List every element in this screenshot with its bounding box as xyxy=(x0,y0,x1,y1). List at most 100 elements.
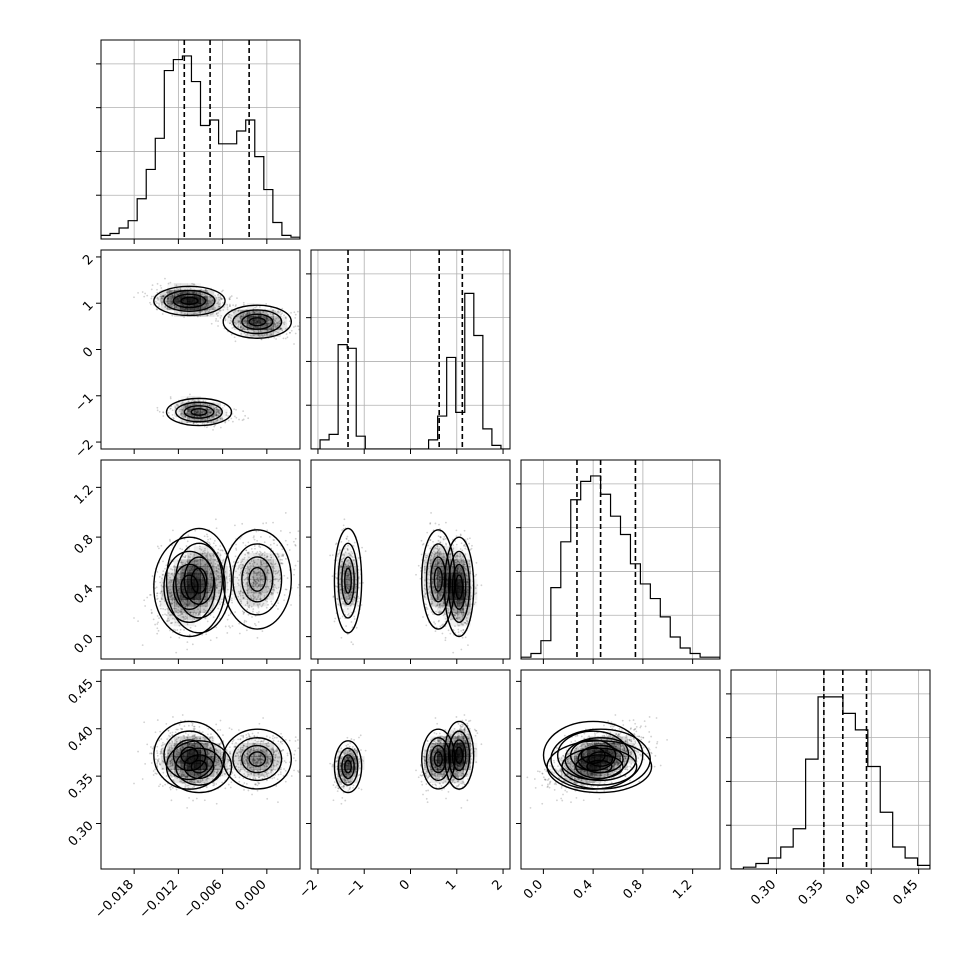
sample-point xyxy=(257,568,260,571)
sample-point xyxy=(230,597,233,600)
density-cell xyxy=(260,592,268,600)
sample-point xyxy=(341,529,344,531)
sample-point xyxy=(442,602,445,605)
sample-point xyxy=(199,559,202,561)
sample-point xyxy=(189,626,192,629)
sample-point xyxy=(460,611,463,614)
density-cell xyxy=(207,586,215,594)
sample-point xyxy=(256,603,259,606)
density-cell xyxy=(280,316,288,324)
sample-point xyxy=(253,603,255,605)
sample-point xyxy=(224,420,227,423)
sample-point xyxy=(242,327,245,329)
sample-point xyxy=(165,614,168,616)
sample-point xyxy=(209,587,211,589)
sample-point xyxy=(290,604,292,606)
sample-point xyxy=(447,608,450,610)
density-cell xyxy=(233,566,241,574)
sample-point xyxy=(464,543,466,546)
sample-point xyxy=(250,560,253,563)
density-cell xyxy=(227,309,235,317)
density-cell xyxy=(187,592,195,600)
sample-point xyxy=(445,521,447,524)
sample-point xyxy=(277,608,279,610)
sample-point xyxy=(263,596,266,599)
sample-point xyxy=(270,306,272,309)
sample-point xyxy=(442,600,445,603)
sample-point xyxy=(293,573,295,576)
sample-point xyxy=(159,592,162,595)
sample-point xyxy=(189,553,192,556)
sample-point xyxy=(258,311,261,313)
sample-point xyxy=(164,608,167,611)
sample-point xyxy=(273,336,276,339)
sample-point xyxy=(238,320,241,322)
sample-point xyxy=(260,554,263,557)
sample-point xyxy=(425,556,428,559)
sample-point xyxy=(266,555,269,558)
density-cell xyxy=(193,599,201,607)
sample-point xyxy=(462,614,465,617)
sample-point xyxy=(159,607,162,610)
sample-point xyxy=(215,527,218,530)
sample-point xyxy=(340,564,343,567)
sample-point xyxy=(436,551,439,554)
sample-point xyxy=(238,593,241,595)
sample-point xyxy=(207,310,210,313)
density-cell xyxy=(233,586,241,594)
sample-point xyxy=(168,582,170,584)
density-cell xyxy=(246,579,255,587)
sample-point xyxy=(204,554,207,557)
sample-point xyxy=(238,622,241,625)
density-cell xyxy=(240,316,248,324)
sample-point xyxy=(267,319,269,322)
sample-point xyxy=(228,322,231,325)
sample-point xyxy=(272,309,274,312)
sample-point xyxy=(259,550,261,553)
sample-point xyxy=(184,556,186,558)
sample-point xyxy=(462,629,465,631)
sample-point xyxy=(214,421,217,424)
sample-point xyxy=(234,611,237,613)
sample-point xyxy=(457,631,460,634)
sample-point xyxy=(210,557,212,560)
sample-point xyxy=(242,564,244,566)
sample-point xyxy=(467,613,470,615)
sample-point xyxy=(337,603,340,606)
sample-point xyxy=(171,617,174,620)
sample-point xyxy=(198,600,200,603)
sample-point xyxy=(189,603,192,605)
sample-point xyxy=(214,424,216,427)
sample-point xyxy=(437,562,440,565)
sample-point xyxy=(260,561,263,564)
sample-point xyxy=(162,415,165,417)
sample-point xyxy=(241,610,244,613)
sample-point xyxy=(194,614,197,616)
sample-point xyxy=(252,585,255,588)
sample-point xyxy=(349,564,352,567)
sample-point xyxy=(448,612,450,614)
sample-point xyxy=(177,582,180,585)
sample-point xyxy=(253,571,256,573)
sample-point xyxy=(207,591,210,594)
sample-point xyxy=(154,623,157,626)
sample-point xyxy=(442,623,444,626)
sample-point xyxy=(215,318,218,320)
density-cell xyxy=(240,572,248,580)
sample-point xyxy=(133,617,135,619)
sample-point xyxy=(348,573,350,576)
sample-point xyxy=(155,308,158,311)
sample-point xyxy=(175,651,178,654)
sample-point xyxy=(205,426,208,429)
sample-point xyxy=(194,312,197,315)
sample-point xyxy=(171,304,174,306)
sample-point xyxy=(461,636,464,639)
sample-point xyxy=(207,300,210,303)
density-cell xyxy=(167,599,175,607)
sample-point xyxy=(457,624,460,627)
sample-point xyxy=(280,327,283,330)
sample-point xyxy=(199,312,202,314)
sample-point xyxy=(162,295,165,298)
sample-point xyxy=(274,323,277,326)
sample-point xyxy=(456,560,459,563)
